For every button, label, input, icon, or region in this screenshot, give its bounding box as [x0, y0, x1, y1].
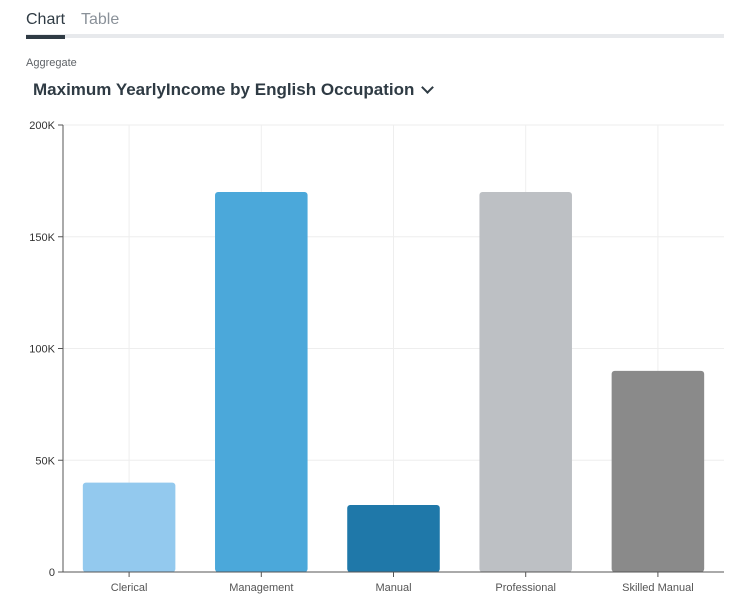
bar-clerical	[82, 482, 176, 572]
x-tick-label: Management	[229, 582, 293, 594]
y-tick-label: 150K	[29, 232, 55, 244]
chevron-down-icon[interactable]	[421, 81, 435, 94]
bar-professional	[479, 192, 572, 573]
tab-chart[interactable]: Chart	[26, 11, 66, 39]
bar-manual	[347, 504, 440, 572]
bar-layer	[82, 192, 705, 573]
label-layer: 0 50K 100K 150K 200K Clerical Management Manual…	[29, 120, 693, 594]
y-tick-label: 200K	[29, 120, 55, 132]
axis-layer	[58, 124, 724, 577]
bar-skilled-manual	[611, 370, 705, 572]
x-tick-label: Manual	[375, 582, 411, 594]
chart-title: Maximum YearlyIncome by English Occupati…	[33, 80, 415, 99]
y-tick-label: 0	[49, 567, 55, 579]
y-tick-label: 100K	[29, 344, 55, 356]
tab-table[interactable]: Table	[81, 11, 120, 28]
y-tick-label: 50K	[35, 455, 55, 467]
x-tick-label: Skilled Manual	[622, 582, 694, 594]
aggregate-label: Aggregate	[26, 57, 77, 69]
x-tick-label: Professional	[495, 582, 556, 594]
chart-title-dropdown[interactable]: Maximum YearlyIncome by English Occupati…	[33, 80, 435, 100]
bar-chart: 0 50K 100K 150K 200K Clerical Management Manual…	[29, 120, 724, 594]
bar-management	[215, 192, 308, 573]
x-tick-label: Clerical	[111, 582, 148, 594]
view-tabs: Chart Table	[26, 0, 724, 39]
